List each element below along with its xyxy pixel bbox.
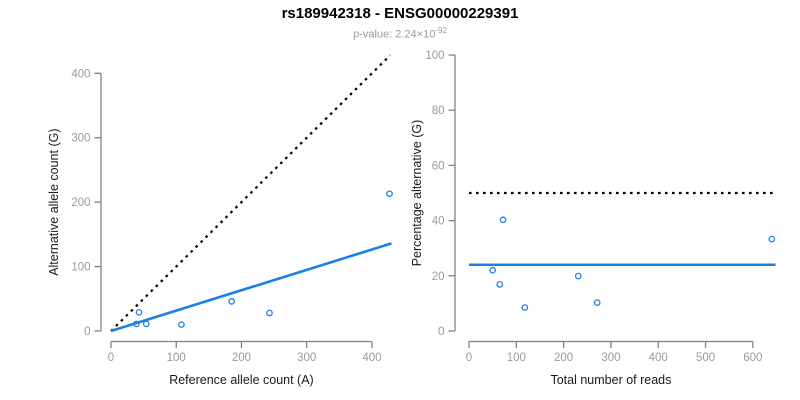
y-axis-title: Percentage alternative (G) [410, 120, 424, 267]
y-tick-label: 60 [432, 160, 445, 172]
y-tick-label: 400 [71, 68, 90, 80]
x-tick-label: 0 [108, 352, 114, 364]
figure-title: rs189942318 - ENSG00000229391 [281, 5, 519, 22]
x-tick-label: 600 [743, 352, 762, 364]
identity-line [110, 54, 391, 332]
data-point [142, 320, 150, 328]
x-tick-label: 100 [507, 352, 526, 364]
y-tick-label: 0 [84, 326, 90, 338]
data-point [574, 272, 582, 280]
x-tick-label: 100 [167, 352, 186, 364]
data-point [489, 266, 497, 274]
x-tick-label: 500 [696, 352, 715, 364]
data-point [593, 299, 601, 306]
x-tick-label: 200 [232, 352, 251, 364]
y-tick-label: 100 [425, 50, 444, 62]
figure-header: rs189942318 - ENSG00000229391 p-value: 2… [0, 5, 800, 42]
y-axis-title: Alternative allele count (G) [47, 129, 61, 276]
data-point [499, 216, 507, 224]
x-tick-label: 300 [297, 352, 316, 364]
y-tick-label: 0 [438, 326, 444, 338]
data-point [178, 321, 185, 328]
data-point [133, 320, 140, 328]
x-axis-title: Reference allele count (A) [169, 373, 314, 387]
y-tick-label: 80 [432, 105, 445, 117]
x-tick-label: 400 [649, 352, 668, 364]
x-axis-title: Total number of reads [550, 373, 671, 387]
pvalue-text: p-value: 2.24×10 [353, 28, 436, 41]
data-point [135, 308, 143, 316]
x-tick-label: 0 [466, 352, 472, 364]
data-point [228, 298, 236, 305]
x-tick-label: 200 [554, 352, 573, 364]
fit-line [110, 242, 392, 333]
y-tick-label: 40 [432, 216, 445, 228]
plot-percentage-vs-reads-scatter: 0 100 200 300 400 500 600 0 20 40 60 80 100 Total num… [410, 50, 776, 387]
pvalue-exponent: -92 [435, 26, 447, 35]
y-tick-label: 20 [432, 271, 445, 283]
data-point [386, 190, 393, 198]
y-tick-label: 200 [71, 197, 90, 209]
x-tick-label: 300 [601, 352, 620, 364]
data-point [768, 235, 776, 243]
y-tick-label: 300 [71, 133, 90, 145]
y-tick-label: 100 [71, 262, 90, 274]
data-point [521, 304, 529, 311]
x-tick-label: 400 [362, 352, 381, 364]
data-point [496, 281, 504, 288]
data-point [266, 309, 273, 317]
plot-allele-counts-scatter: 0 100 200 300 400 0 100 200 300 400 Reference alle… [47, 54, 393, 387]
figure-subtitle: p-value: 2.24×10-92 [0, 24, 800, 42]
